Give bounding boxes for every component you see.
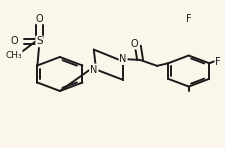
Text: O: O [36, 13, 43, 24]
Text: F: F [214, 57, 220, 67]
Text: N: N [90, 65, 97, 75]
Text: N: N [119, 54, 126, 64]
Text: F: F [185, 13, 191, 24]
Text: CH₃: CH₃ [5, 51, 22, 60]
Text: S: S [36, 36, 43, 46]
Text: O: O [130, 39, 138, 49]
Text: N: N [90, 65, 97, 75]
Text: O: O [11, 36, 18, 46]
